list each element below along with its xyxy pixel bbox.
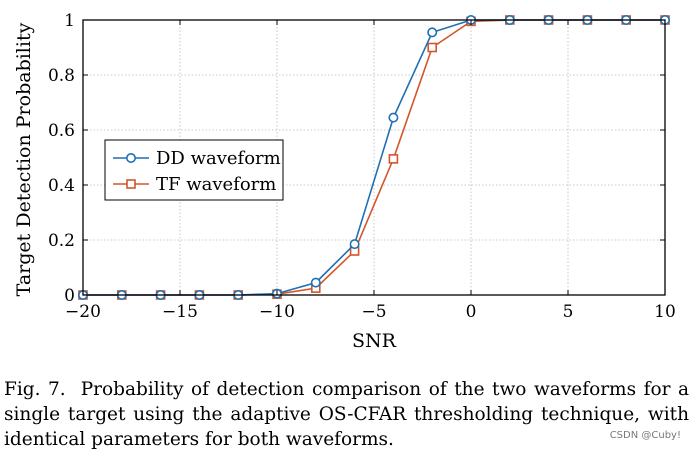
detection-probability-chart: −20 −15 −10 −5 0 5 10 0 0.2 0.4 0.6 0.8 1 SNR Target… — [13, 11, 676, 352]
x-tick-label: 0 — [466, 302, 477, 322]
dd-data-point — [349, 239, 360, 250]
dd-data-point — [310, 277, 321, 288]
ticks-group: −20 −15 −10 −5 0 5 10 0 0.2 0.4 0.6 0.8 1 — [48, 11, 676, 322]
figure-caption: Fig. 7. Probability of detection compari… — [4, 377, 689, 452]
y-tick-label: 0.6 — [48, 121, 75, 141]
legend-marker-tf — [126, 179, 136, 189]
x-tick-label: −20 — [65, 302, 101, 322]
y-tick-label: 1 — [64, 11, 75, 31]
legend-box — [104, 139, 284, 201]
legend-entry-tf: TF waveform — [113, 174, 276, 195]
watermark: CSDN @Cuby! — [609, 430, 681, 441]
y-tick-label: 0.2 — [48, 231, 75, 251]
x-tick-label: 10 — [654, 302, 676, 322]
y-tick-label: 0.4 — [48, 176, 75, 196]
legend-label-dd: DD waveform — [156, 148, 281, 169]
x-tick-label: 5 — [563, 302, 574, 322]
tf-data-point — [427, 42, 438, 53]
legend-entry-dd: DD waveform — [113, 148, 281, 169]
dd-data-point — [427, 27, 438, 38]
x-tick-label: −10 — [259, 302, 295, 322]
caption-label: Fig. 7. — [4, 379, 66, 400]
legend: DD waveform TF waveform — [104, 139, 284, 201]
x-tick-label: −5 — [361, 302, 386, 322]
x-axis-label: SNR — [352, 330, 397, 352]
dd-data-point — [388, 112, 399, 123]
legend-marker-dd — [126, 153, 137, 164]
caption-text: Probability of detection comparison of t… — [4, 379, 689, 450]
tf-data-point — [388, 154, 399, 164]
x-tick-label: −15 — [162, 302, 198, 322]
legend-label-tf: TF waveform — [156, 174, 276, 195]
y-tick-label: 0 — [64, 286, 75, 306]
y-axis-label: Target Detection Probability — [13, 22, 35, 296]
y-tick-label: 0.8 — [48, 66, 75, 86]
